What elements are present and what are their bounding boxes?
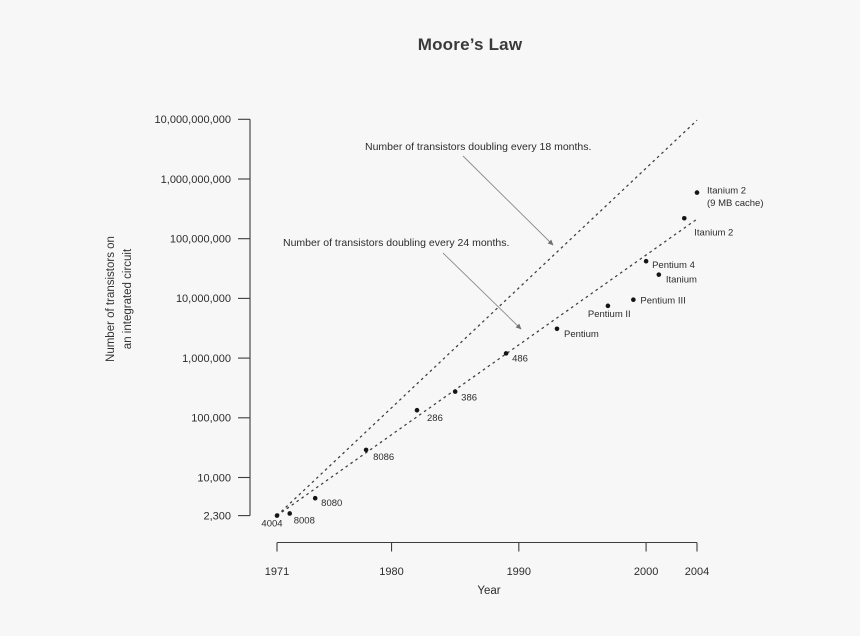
trend-line-doubling-24-months: [276, 218, 698, 517]
data-point-label-itanium: Itanium: [666, 275, 697, 286]
data-point-pentium: [554, 326, 560, 332]
data-point-pentium-4: [643, 258, 649, 264]
data-point-pentium-iii: [631, 297, 636, 303]
annotation-arrow-doubling-18-months: [462, 155, 554, 246]
annotation-doubling-24-months: Number of transistors doubling every 24 …: [283, 237, 509, 249]
chart-title: Moore’s Law: [417, 35, 523, 54]
data-point-4004: [274, 513, 280, 518]
data-point-label-pentium-ii: Pentium II: [588, 309, 631, 320]
data-point-label-pentium-4: Pentium 4: [652, 260, 695, 271]
x-tick-label-1971: 1971: [265, 566, 289, 578]
y-tick-label-100-000-000: 100,000,000: [170, 234, 231, 246]
data-point-label-itanium-2-9-mb-cache-line2: (9 MB cache): [707, 198, 764, 209]
annotation-doubling-18-months: Number of transistors doubling every 18 …: [365, 141, 591, 153]
y-tick-label-1-000-000-000: 1,000,000,000: [161, 174, 231, 186]
x-tick-label-1990: 1990: [507, 566, 531, 578]
data-point-label-486: 486: [512, 353, 528, 364]
y-tick-label-10-000: 10,000: [197, 472, 231, 484]
data-point-8080: [312, 495, 318, 501]
data-point-label-8086: 8086: [373, 452, 394, 463]
trend-line-doubling-18-months: [276, 119, 698, 517]
data-point-386: [452, 389, 458, 394]
data-point-286: [414, 407, 420, 413]
x-tick-label-2004: 2004: [685, 566, 709, 578]
data-point-itanium: [656, 272, 662, 277]
y-tick-label-2-300: 2,300: [203, 510, 231, 522]
annotation-arrow-doubling-24-months: [442, 252, 522, 330]
data-point-label-386: 386: [461, 393, 477, 404]
data-point-486: [503, 351, 509, 356]
data-point-pentium-ii: [605, 303, 611, 309]
x-axis-title: Year: [477, 585, 500, 597]
x-tick-label-1980: 1980: [379, 566, 403, 578]
data-point-label-8080: 8080: [321, 498, 342, 509]
data-point-8008: [287, 511, 293, 516]
data-point-itanium-2-9-mb-cache: [694, 190, 700, 195]
y-tick-label-100-000: 100,000: [191, 413, 231, 425]
data-point-itanium-2: [681, 215, 687, 221]
data-point-label-286: 286: [427, 413, 443, 424]
data-point-8086: [363, 447, 369, 453]
data-point-label-8008: 8008: [294, 515, 315, 526]
data-point-label-pentium-iii: Pentium III: [640, 296, 685, 307]
data-point-label-itanium-2: Itanium 2: [694, 227, 733, 238]
data-point-label-pentium: Pentium: [564, 329, 599, 340]
data-point-label-4004: 4004: [261, 519, 282, 530]
data-point-label-itanium-2-9-mb-cache-line1: Itanium 2: [707, 186, 746, 197]
y-tick-label-1-000-000: 1,000,000: [182, 353, 231, 365]
y-tick-label-10-000-000: 10,000,000: [176, 293, 231, 305]
x-tick-label-2000: 2000: [634, 566, 658, 578]
y-tick-label-10-000-000-000: 10,000,000,000: [155, 114, 231, 126]
